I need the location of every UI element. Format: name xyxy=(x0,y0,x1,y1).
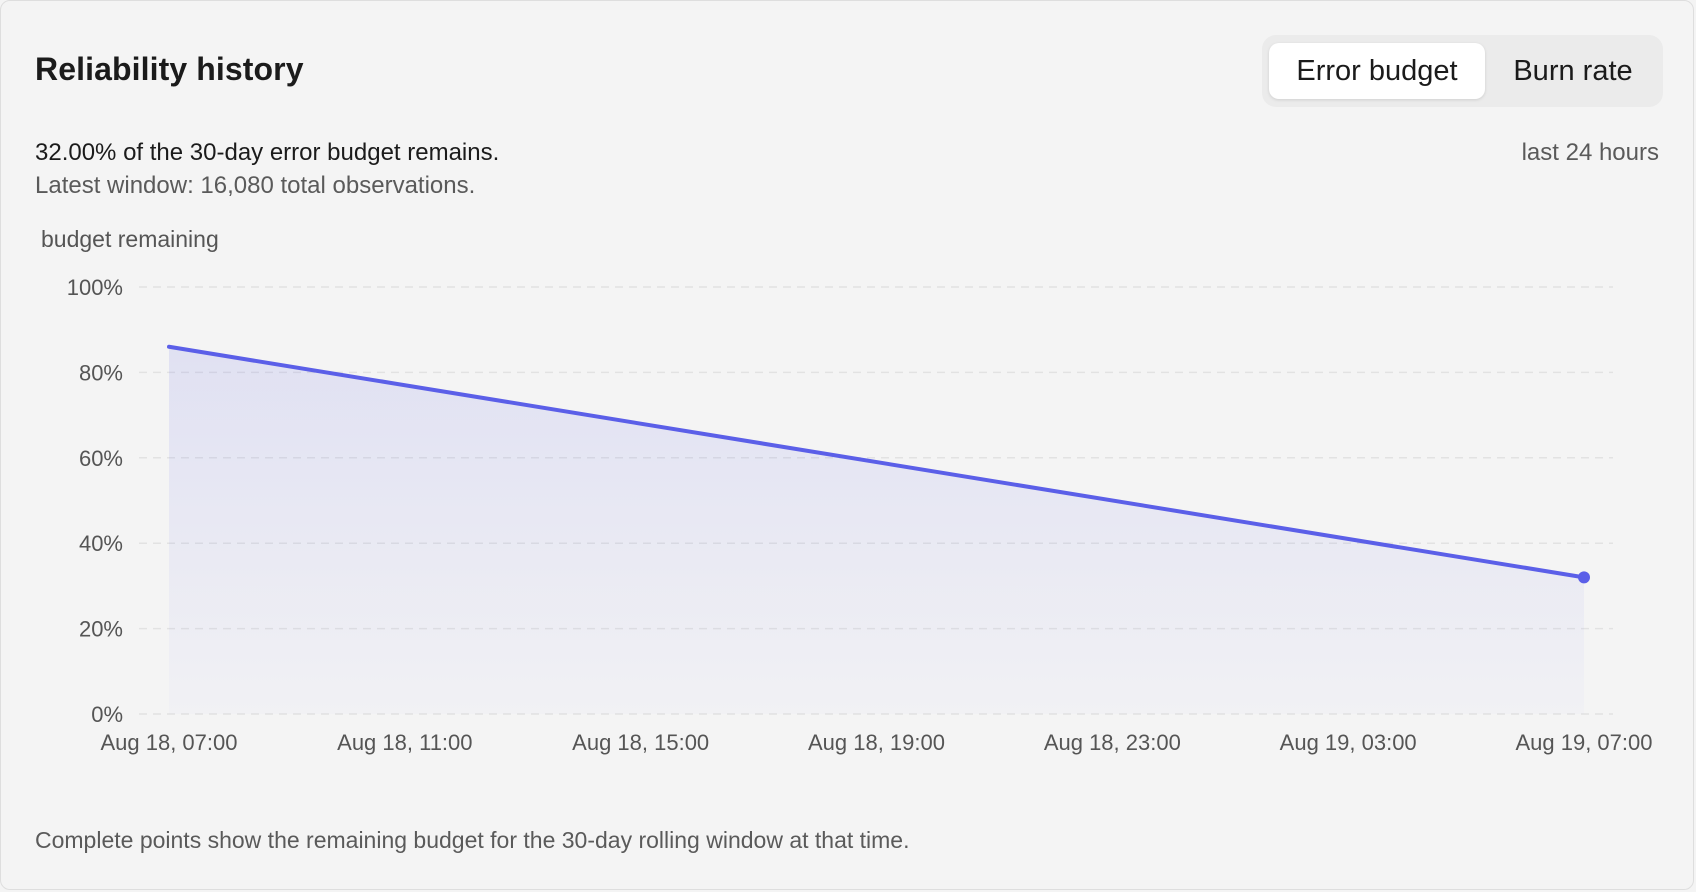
y-tick-label: 100% xyxy=(67,275,123,300)
error-budget-tab[interactable]: Error budget xyxy=(1269,43,1485,99)
time-range-label: last 24 hours xyxy=(1521,139,1659,166)
x-tick-label: Aug 18, 07:00 xyxy=(100,730,237,755)
x-tick-label: Aug 18, 11:00 xyxy=(337,730,472,755)
budget-line xyxy=(167,344,1586,580)
x-tick-label: Aug 18, 15:00 xyxy=(572,730,709,755)
x-axis-ticks: Aug 18, 07:00 Aug 18, 11:00 Aug 18, 15:00 A… xyxy=(100,730,1652,755)
y-tick-label: 20% xyxy=(79,617,123,642)
chart-footnote: Complete points show the remaining budge… xyxy=(35,827,910,853)
card-title: Reliability history xyxy=(35,51,304,87)
x-tick-label: Aug 19, 03:00 xyxy=(1280,730,1417,755)
y-tick-label: 60% xyxy=(79,446,123,471)
observations-summary: Latest window: 16,080 total observations… xyxy=(35,172,476,199)
view-toggle: Error budget Burn rate xyxy=(1262,35,1663,107)
budget-area xyxy=(169,346,1584,714)
burn-rate-tab[interactable]: Burn rate xyxy=(1513,55,1633,87)
y-tick-label: 40% xyxy=(79,531,123,556)
y-tick-label: 0% xyxy=(91,702,123,727)
budget-series xyxy=(167,344,1590,714)
latest-point[interactable] xyxy=(1578,571,1590,584)
x-tick-label: Aug 18, 19:00 xyxy=(808,730,945,755)
x-tick-label: Aug 19, 07:00 xyxy=(1515,730,1652,755)
x-tick-label: Aug 18, 23:00 xyxy=(1044,730,1181,755)
budget-summary: 32.00% of the 30-day error budget remain… xyxy=(35,139,500,166)
y-tick-label: 80% xyxy=(79,360,123,385)
y-axis-ticks: 0% 20% 40% 60% 80% 100% xyxy=(67,275,123,727)
y-axis-label: budget remaining xyxy=(41,226,219,252)
